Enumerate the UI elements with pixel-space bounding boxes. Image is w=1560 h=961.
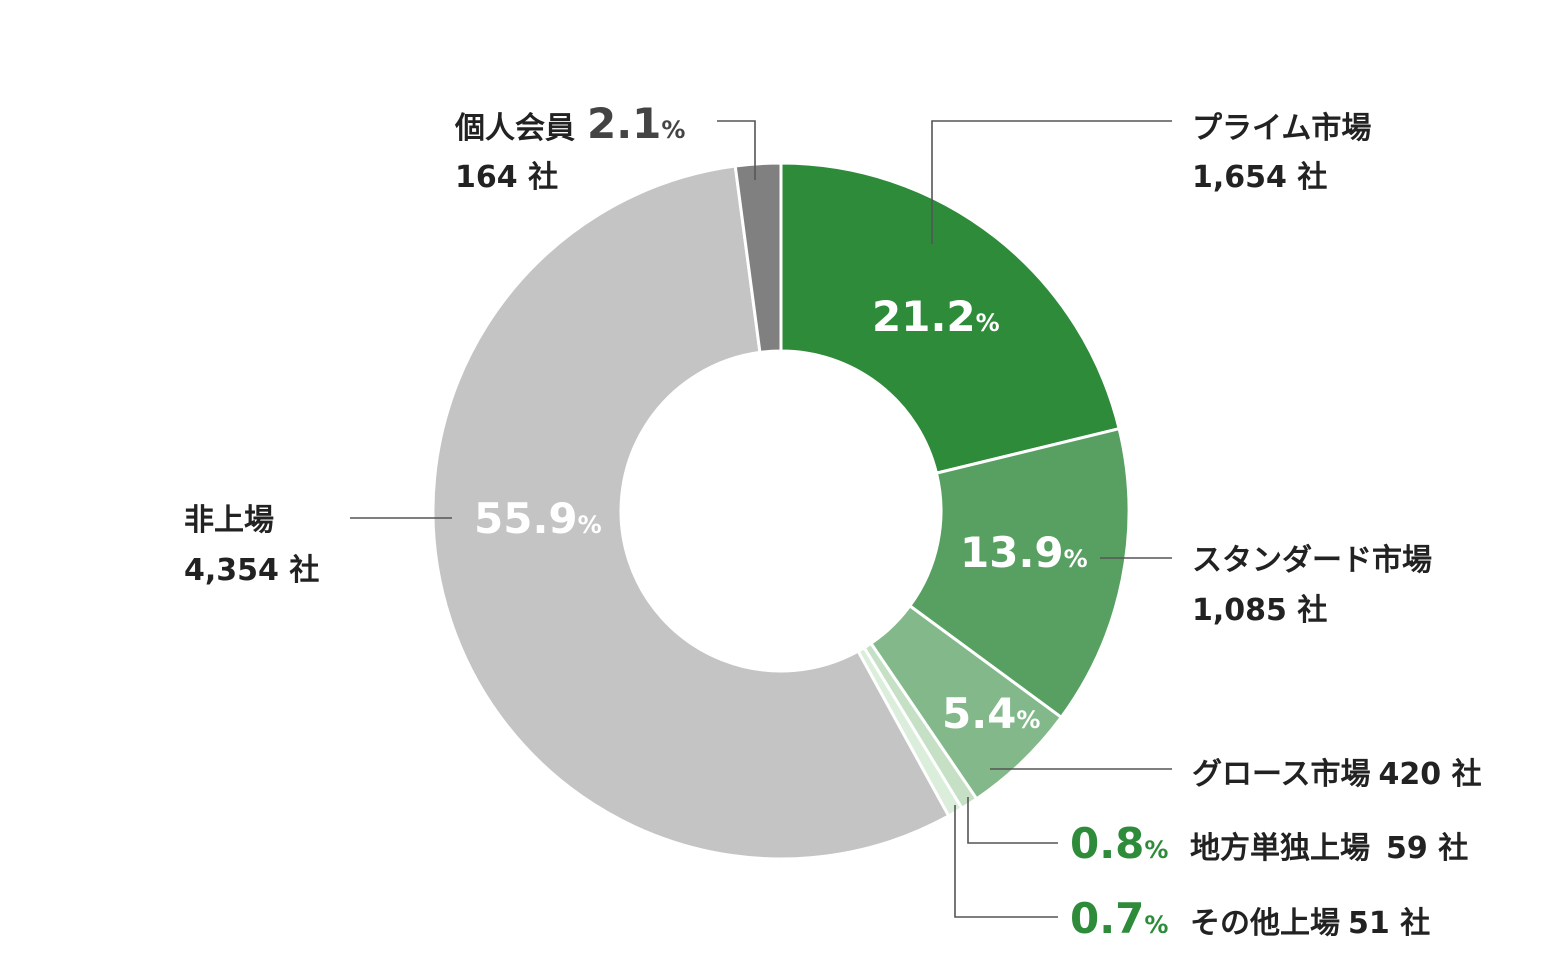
label-individual: 個人会員 2.1% bbox=[454, 99, 685, 148]
label-other: その他上場 51 社 bbox=[1190, 906, 1430, 941]
pct-label-standard: 13.9% bbox=[960, 528, 1088, 577]
label-growth-count: 420 社 bbox=[1379, 757, 1482, 792]
label-growth-name: グロース市場 bbox=[1192, 757, 1371, 792]
pct-label-other: 0.7% bbox=[1070, 894, 1168, 943]
label-other-name: その他上場 bbox=[1190, 906, 1340, 941]
label-unlisted-name: 非上場 bbox=[184, 503, 274, 538]
label-local: 地方単独上場 59 社 bbox=[1190, 831, 1468, 866]
label-standard-name: スタンダード市場 bbox=[1192, 543, 1432, 578]
leader-line-other bbox=[954, 805, 1058, 918]
label-local-count: 59 社 bbox=[1386, 831, 1468, 866]
label-unlisted-count: 4,354 社 bbox=[184, 553, 319, 588]
donut-slices bbox=[431, 161, 1131, 861]
pct-label-local: 0.8% bbox=[1070, 819, 1168, 868]
label-standard-count: 1,085 社 bbox=[1192, 593, 1327, 628]
label-local-name: 地方単独上場 bbox=[1190, 831, 1370, 866]
label-prime-count: 1,654 社 bbox=[1192, 160, 1327, 195]
pct-label-prime: 21.2% bbox=[872, 292, 1000, 341]
pct-sign-individual: % bbox=[661, 116, 685, 144]
label-individual-name: 個人会員 bbox=[454, 111, 575, 146]
leader-line-individual bbox=[717, 120, 756, 180]
leader-line-prime bbox=[931, 120, 1172, 244]
slice-individual bbox=[733, 161, 783, 355]
label-growth: グロース市場 420 社 bbox=[1192, 757, 1482, 792]
label-other-count: 51 社 bbox=[1348, 906, 1430, 941]
pct-label-individual: 2.1 bbox=[587, 99, 661, 148]
label-individual-count: 164 社 bbox=[455, 160, 558, 195]
leader-line-local bbox=[967, 797, 1058, 844]
slice-prime bbox=[779, 161, 1121, 475]
pct-label-unlisted: 55.9% bbox=[474, 494, 602, 543]
slice-unlisted bbox=[431, 164, 951, 861]
pct-label-growth: 5.4% bbox=[942, 689, 1040, 738]
label-prime-name: プライム市場 bbox=[1192, 111, 1371, 146]
